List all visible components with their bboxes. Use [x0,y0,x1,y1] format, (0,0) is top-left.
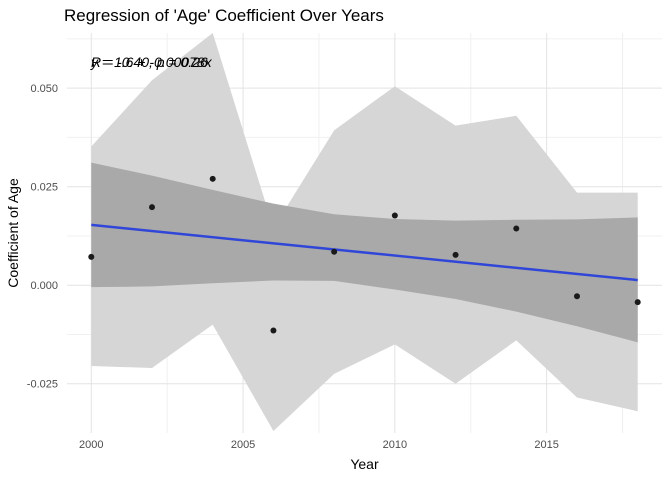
data-point [331,248,338,255]
data-points [88,175,641,334]
x-axis-ticks: 2000 2005 2010 2015 [79,439,559,451]
data-point [634,299,641,306]
y-axis-label: Coefficient of Age [5,178,21,288]
y-tick-label: -0.025 [27,379,58,391]
y-axis-ticks: -0.025 0.000 0.025 0.050 [27,83,58,391]
y-tick-label: 0.000 [30,280,58,292]
x-tick-label: 2000 [79,439,103,451]
data-point [391,212,398,219]
y-tick-label: 0.025 [30,182,58,194]
x-tick-label: 2005 [231,439,255,451]
y-tick-label: 0.050 [30,83,58,95]
regression-line-group [91,223,638,282]
data-point [270,327,277,334]
data-point [574,293,580,300]
x-tick-label: 2015 [534,439,558,451]
data-point [209,175,216,182]
x-axis-label: Year [350,456,379,472]
x-tick-label: 2010 [383,439,407,451]
chart-title: Regression of 'Age' Coefficient Over Yea… [64,6,384,25]
regression-line [91,223,638,282]
annotation-r: R = -0.40, p = 0.26 [91,54,208,70]
data-point [452,251,459,258]
data-point [513,225,520,232]
annotation-equation: y = 1.6 + -0.00078x [90,54,213,70]
data-point [149,204,155,211]
data-point [88,253,95,260]
